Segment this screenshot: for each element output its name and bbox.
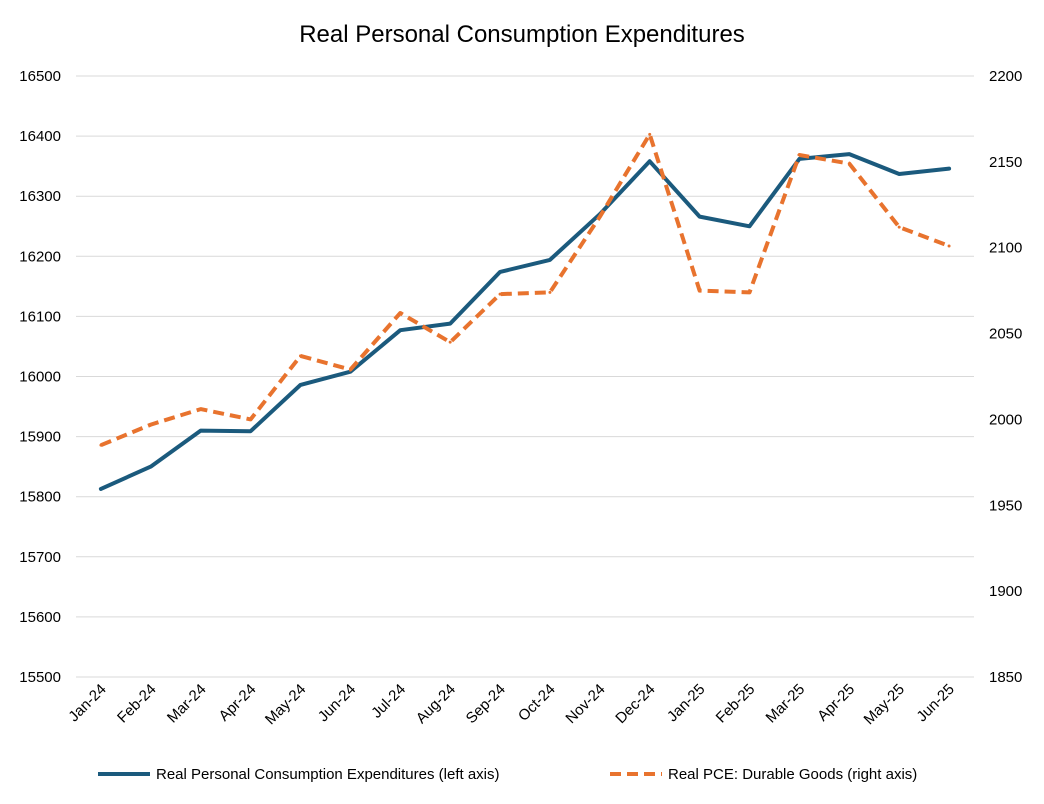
legend: Real Personal Consumption Expenditures (… bbox=[98, 766, 917, 783]
data-point bbox=[448, 322, 452, 326]
right-tick-label: 2050 bbox=[989, 326, 1022, 343]
data-point bbox=[199, 429, 203, 433]
data-point bbox=[498, 292, 502, 296]
data-point bbox=[897, 225, 901, 229]
data-point bbox=[847, 162, 851, 166]
left-tick-label: 15800 bbox=[19, 489, 61, 506]
x-tick-label: May-24 bbox=[262, 681, 309, 728]
x-axis: Jan-24 Feb-24 Mar-24 Apr-24 May-24 Jun-24 Jul-… bbox=[65, 681, 958, 728]
x-tick-label: Apr-25 bbox=[814, 681, 858, 725]
right-tick-label: 2100 bbox=[989, 240, 1022, 257]
x-tick-label: Oct-24 bbox=[515, 681, 559, 725]
right-tick-label: 1950 bbox=[989, 497, 1022, 514]
data-point bbox=[947, 167, 951, 171]
series-line-0 bbox=[98, 152, 952, 491]
data-point bbox=[548, 290, 552, 294]
x-tick-label: Mar-25 bbox=[763, 681, 809, 727]
right-tick-label: 2200 bbox=[989, 68, 1022, 85]
data-point bbox=[648, 159, 652, 163]
data-point bbox=[947, 244, 951, 248]
data-point bbox=[398, 328, 402, 332]
left-tick-label: 15500 bbox=[19, 669, 61, 686]
chart-title: Real Personal Consumption Expenditures bbox=[299, 21, 745, 48]
right-tick-label: 2000 bbox=[989, 411, 1022, 428]
right-tick-label: 2150 bbox=[989, 154, 1022, 171]
left-tick-label: 15700 bbox=[19, 549, 61, 566]
data-point bbox=[398, 311, 402, 315]
data-point bbox=[648, 132, 652, 136]
data-point bbox=[448, 340, 452, 344]
x-tick-label: Mar-24 bbox=[164, 681, 210, 727]
left-tick-label: 16500 bbox=[19, 68, 61, 85]
data-point bbox=[748, 224, 751, 228]
x-tick-label: Sep-24 bbox=[463, 681, 509, 727]
right-tick-label: 1850 bbox=[989, 669, 1022, 686]
data-point bbox=[99, 443, 103, 447]
left-tick-label: 16400 bbox=[19, 128, 61, 145]
grid bbox=[76, 75, 974, 678]
series-line-1 bbox=[100, 132, 950, 448]
data-point bbox=[797, 153, 801, 157]
x-tick-label: Jan-25 bbox=[664, 681, 708, 725]
data-point bbox=[698, 215, 702, 219]
x-tick-label: Apr-24 bbox=[216, 681, 260, 725]
left-tick-label: 16100 bbox=[19, 308, 61, 325]
legend-label-pce: Real Personal Consumption Expenditures (… bbox=[156, 766, 500, 783]
left-tick-label: 16200 bbox=[19, 248, 61, 265]
data-point bbox=[698, 289, 702, 293]
x-tick-label: May-25 bbox=[861, 681, 908, 728]
right-tick-label: 1900 bbox=[989, 583, 1022, 600]
data-point bbox=[348, 368, 352, 372]
x-tick-label: Jun-25 bbox=[913, 681, 957, 725]
data-point bbox=[797, 157, 801, 161]
x-tick-label: Feb-25 bbox=[713, 681, 759, 727]
x-tick-label: Jun-24 bbox=[315, 681, 359, 725]
x-tick-label: Aug-24 bbox=[413, 681, 459, 727]
left-tick-label: 15600 bbox=[19, 609, 61, 626]
x-tick-label: Dec-24 bbox=[612, 681, 658, 727]
data-point bbox=[748, 290, 751, 294]
left-tick-label: 15900 bbox=[19, 429, 61, 446]
legend-label-durable: Real PCE: Durable Goods (right axis) bbox=[668, 766, 917, 783]
x-tick-label: Nov-24 bbox=[562, 681, 608, 727]
data-point bbox=[99, 487, 103, 491]
left-tick-label: 16000 bbox=[19, 369, 61, 386]
data-point bbox=[897, 172, 901, 176]
data-point bbox=[498, 270, 502, 274]
x-tick-label: Feb-24 bbox=[114, 681, 160, 727]
data-point bbox=[199, 407, 203, 411]
right-axis: 2200 2150 2100 2050 2000 1950 1900 1850 bbox=[989, 68, 1022, 686]
x-tick-label: Jul-24 bbox=[368, 681, 409, 722]
data-point bbox=[149, 423, 153, 427]
left-tick-label: 16300 bbox=[19, 188, 61, 205]
data-point bbox=[299, 354, 302, 358]
data-point bbox=[299, 383, 302, 387]
data-point bbox=[149, 465, 153, 469]
data-point bbox=[249, 429, 253, 433]
data-point bbox=[249, 417, 253, 421]
data-point bbox=[548, 258, 552, 262]
x-tick-label: Jan-24 bbox=[65, 681, 109, 725]
data-point bbox=[598, 215, 602, 219]
data-point bbox=[847, 152, 851, 156]
plot-area bbox=[98, 132, 952, 491]
left-axis: 16500 16400 16300 16200 16100 16000 15900 15800… bbox=[19, 68, 61, 686]
